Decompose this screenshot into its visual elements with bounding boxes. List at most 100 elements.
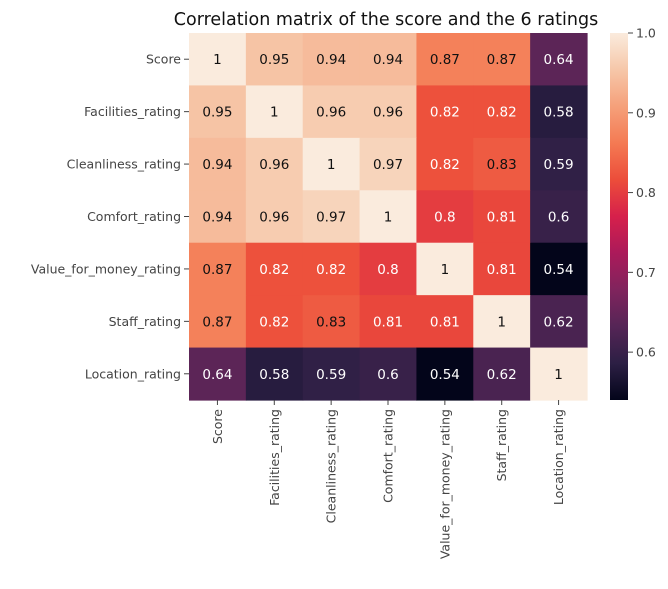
cell-value-label: 0.81 — [487, 262, 517, 278]
y-tick-label: Cleanliness_rating — [67, 157, 181, 172]
heatmap-cell — [416, 33, 474, 87]
heatmap-cell — [416, 137, 474, 191]
cell-value-label: 1 — [497, 314, 506, 330]
cell-value-label: 0.81 — [373, 314, 403, 330]
heatmap-cell — [473, 33, 531, 87]
heatmap-cell — [302, 295, 361, 349]
heatmap-cell — [359, 242, 418, 296]
heatmap-cell — [189, 347, 247, 401]
heatmap-cell — [530, 137, 588, 191]
cell-value-label: 0.87 — [202, 314, 232, 330]
x-tick-label: Score — [210, 409, 225, 444]
heatmap-cell — [530, 347, 588, 401]
cell-value-label: 1 — [441, 262, 450, 278]
cell-value-label: 0.64 — [202, 367, 232, 383]
cell-value-label: 0.96 — [373, 105, 403, 121]
cell-value-label: 0.83 — [487, 157, 517, 173]
cell-value-label: 1 — [213, 52, 222, 68]
heatmap-cell — [359, 137, 418, 191]
heatmap-cell — [302, 137, 361, 191]
heatmap-cell — [530, 33, 588, 87]
heatmap-cell — [189, 242, 247, 296]
cell-value-label: 0.58 — [544, 105, 574, 121]
y-tick-label: Value_for_money_rating — [31, 261, 181, 276]
cell-value-label: 0.82 — [430, 105, 460, 121]
cell-value-label: 0.96 — [259, 157, 289, 173]
heatmap-cell — [359, 190, 418, 244]
cell-value-label: 0.87 — [430, 52, 460, 68]
heatmap-cell — [302, 242, 361, 296]
x-tick-label: Cleanliness_rating — [324, 409, 339, 523]
cell-value-label: 1 — [270, 105, 279, 121]
cell-value-label: 0.97 — [373, 157, 403, 173]
heatmap-cell — [189, 137, 247, 191]
colorbar-tick-label: 1.0 — [636, 26, 656, 41]
cell-value-label: 0.82 — [430, 157, 460, 173]
cell-value-label: 0.95 — [202, 105, 232, 121]
heatmap-cell — [302, 85, 361, 139]
heatmap-cell — [245, 347, 304, 401]
cell-value-label: 0.8 — [377, 262, 398, 278]
y-tick-label: Score — [146, 52, 181, 67]
heatmap-cell — [245, 242, 304, 296]
colorbar-ticks: 0.6 0.7 0.8 0.9 1.0 — [628, 26, 656, 360]
cell-value-label: 0.58 — [259, 367, 289, 383]
cell-value-label: 1 — [327, 157, 336, 173]
heatmap-cell — [416, 190, 474, 244]
cell-value-label: 0.6 — [377, 367, 398, 383]
heatmap-cell — [302, 33, 361, 87]
cell-value-label: 0.82 — [259, 314, 289, 330]
x-tick-label: Location_rating — [551, 409, 566, 505]
heatmap-cell — [245, 295, 304, 349]
heatmap-cell — [359, 33, 418, 87]
heatmap-cells — [189, 33, 588, 401]
cell-value-label: 0.81 — [487, 210, 517, 226]
cell-value-label: 0.82 — [259, 262, 289, 278]
heatmap-cell-labels: 1 0.95 0.94 0.94 0.87 0.87 0.64 0.95 1 0.96 0.96 0.… — [202, 52, 573, 383]
heatmap-cell — [416, 295, 474, 349]
cell-value-label: 0.59 — [316, 367, 346, 383]
heatmap-cell — [302, 347, 361, 401]
cell-value-label: 0.94 — [202, 157, 232, 173]
heatmap-cell — [302, 190, 361, 244]
heatmap-cell — [245, 190, 304, 244]
colorbar: 0.6 0.7 0.8 0.9 1.0 — [610, 26, 656, 400]
cell-value-label: 0.62 — [487, 367, 517, 383]
cell-value-label: 0.87 — [202, 262, 232, 278]
cell-value-label: 1 — [384, 210, 393, 226]
heatmap-cell — [189, 295, 247, 349]
x-tick-label: Value_for_money_rating — [437, 409, 452, 559]
x-tick-label: Staff_rating — [494, 409, 509, 481]
colorbar-gradient — [610, 33, 628, 400]
cell-value-label: 0.59 — [544, 157, 574, 173]
cell-value-label: 0.81 — [430, 314, 460, 330]
heatmap-cell — [189, 85, 247, 139]
y-axis-ticks: Score Facilities_rating Cleanliness_rating… — [31, 52, 189, 381]
cell-value-label: 0.94 — [202, 210, 232, 226]
cell-value-label: 0.62 — [544, 314, 574, 330]
x-tick-label: Comfort_rating — [381, 409, 396, 503]
heatmap-cell — [359, 347, 418, 401]
cell-value-label: 0.6 — [548, 210, 569, 226]
heatmap-cell — [359, 85, 418, 139]
cell-value-label: 0.87 — [487, 52, 517, 68]
heatmap-cell — [530, 85, 588, 139]
colorbar-tick-label: 0.7 — [636, 265, 656, 280]
cell-value-label: 0.54 — [544, 262, 574, 278]
heatmap-cell — [530, 242, 588, 296]
heatmap-cell — [473, 85, 531, 139]
cell-value-label: 0.94 — [316, 52, 346, 68]
cell-value-label: 0.8 — [434, 210, 455, 226]
colorbar-tick-label: 0.6 — [636, 345, 656, 360]
heatmap-cell — [416, 85, 474, 139]
heatmap-cell — [189, 33, 247, 87]
heatmap-cell — [189, 190, 247, 244]
y-tick-label: Comfort_rating — [87, 209, 181, 224]
colorbar-tick-label: 0.9 — [636, 105, 656, 120]
heatmap-cell — [530, 190, 588, 244]
heatmap-cell — [473, 295, 531, 349]
cell-value-label: 0.94 — [373, 52, 403, 68]
heatmap-cell — [245, 85, 304, 139]
cell-value-label: 0.82 — [316, 262, 346, 278]
